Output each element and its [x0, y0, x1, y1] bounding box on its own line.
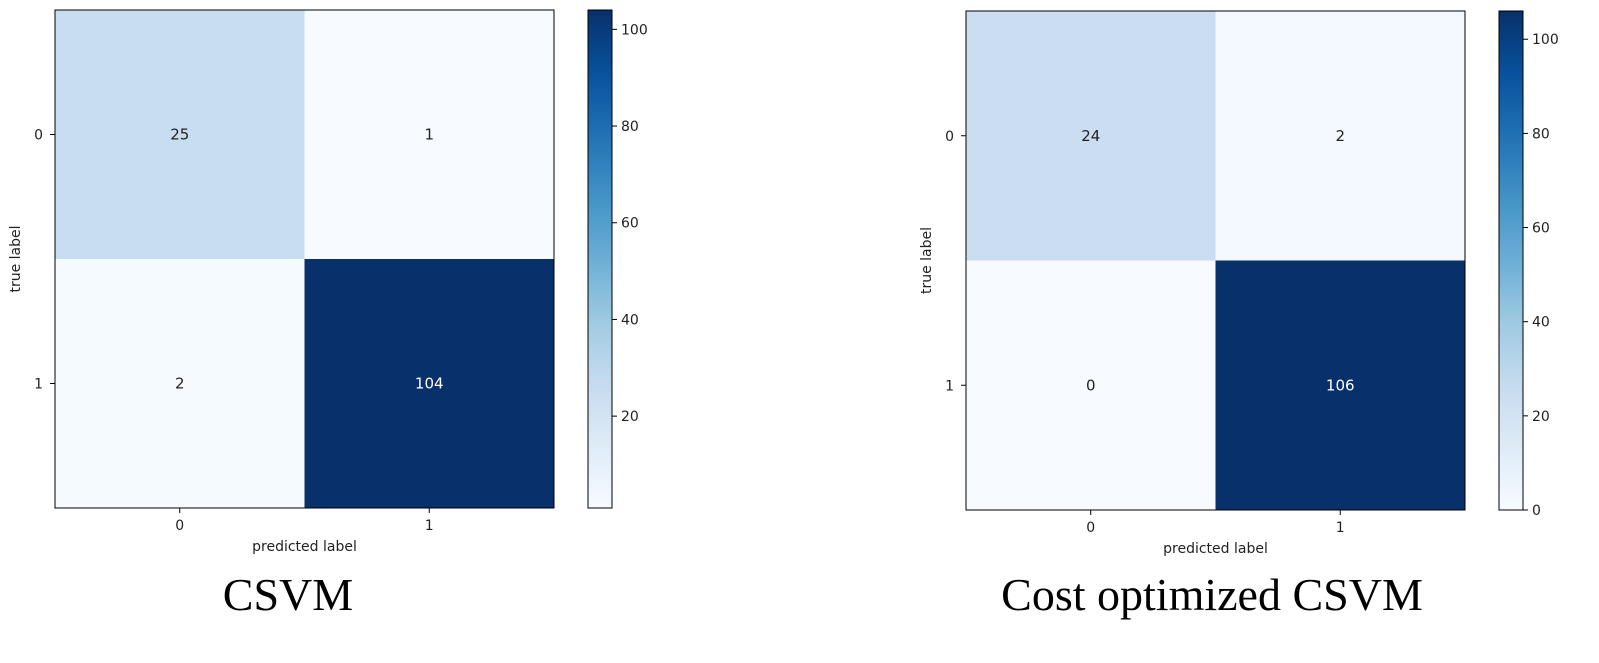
colorbar-tick-label-4: 80	[1532, 126, 1550, 142]
matrix-cell-0-0	[55, 10, 305, 259]
chart-caption-1: Cost optimized CSVM	[1001, 569, 1423, 620]
colorbar-tick-label-3: 80	[621, 119, 639, 135]
matrix-cell-1-1	[304, 259, 554, 508]
plot-frame	[965, 10, 1466, 511]
cell-value-0-1: 2	[1335, 127, 1345, 145]
plot-frame	[54, 9, 555, 509]
x-tick-label-0: 0	[1086, 520, 1095, 536]
colorbar	[587, 9, 613, 509]
x-tick-label-0: 0	[175, 518, 184, 534]
colorbar-tick-label-0: 0	[1532, 503, 1541, 519]
x-axis-label: predicted label	[1163, 541, 1268, 557]
colorbar-tick-label-2: 60	[621, 216, 639, 232]
colorbar-tick-label-4: 100	[621, 22, 648, 38]
y-axis-label: true label	[919, 227, 935, 294]
colorbar-tick-label-2: 40	[1532, 315, 1550, 331]
x-tick-label-1: 1	[1336, 520, 1345, 536]
x-axis-label: predicted label	[252, 539, 357, 555]
matrix-cell-0-1	[1215, 11, 1465, 261]
cell-value-0-1: 1	[424, 126, 434, 144]
cell-value-1-1: 106	[1326, 376, 1355, 394]
colorbar-tick-label-0: 20	[621, 409, 639, 425]
x-tick-label-1: 1	[425, 518, 434, 534]
cell-value-1-0: 2	[175, 375, 185, 393]
y-tick-label-1: 1	[945, 378, 954, 394]
colorbar-tick-label-1: 20	[1532, 409, 1550, 425]
colorbar-tick-label-3: 60	[1532, 221, 1550, 237]
matrix-cell-1-0	[55, 259, 305, 508]
chart-caption-0: CSVM	[223, 569, 353, 620]
y-axis-label: true label	[8, 225, 24, 292]
y-tick-label-0: 0	[34, 128, 43, 144]
colorbar-tick-label-5: 100	[1532, 32, 1559, 48]
cell-value-1-0: 0	[1086, 376, 1096, 394]
cell-value-0-0: 25	[170, 126, 189, 144]
matrix-cell-1-0	[966, 260, 1216, 510]
colorbar	[1498, 10, 1524, 511]
matrix-cell-0-0	[966, 11, 1216, 261]
colorbar-tick-label-1: 40	[621, 312, 639, 328]
confusion-matrix-0: 25 1 2 104 0 1 0 1 predicted label true label 20 40…	[8, 9, 648, 555]
y-tick-label-1: 1	[34, 377, 43, 393]
cell-value-0-0: 24	[1081, 127, 1100, 145]
y-tick-label-0: 0	[945, 129, 954, 145]
matrix-cell-1-1	[1215, 260, 1465, 510]
cell-value-1-1: 104	[415, 375, 444, 393]
matrix-cell-0-1	[304, 10, 554, 259]
